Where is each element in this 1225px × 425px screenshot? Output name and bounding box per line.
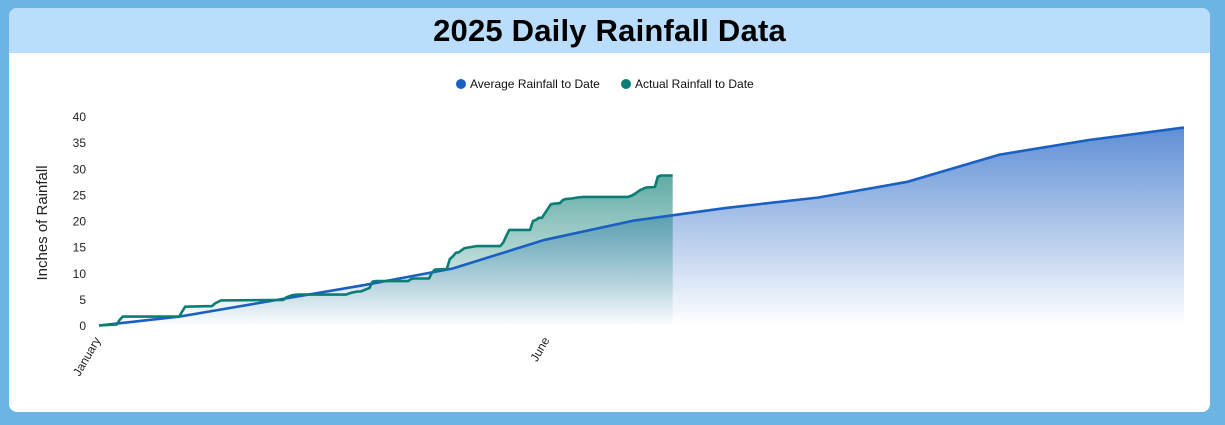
actual-rainfall-area [99, 175, 673, 326]
legend-item-actual[interactable]: Actual Rainfall to Date [621, 77, 754, 91]
y-tick-label: 5 [79, 293, 86, 307]
chart-title: 2025 Daily Rainfall Data [433, 12, 786, 48]
actual-rainfall-line[interactable] [98, 174, 673, 327]
y-tick-label: 10 [73, 267, 87, 281]
y-tick-label: 40 [73, 110, 87, 124]
y-tick-label: 20 [73, 215, 87, 229]
legend-marker-actual [621, 79, 631, 89]
y-tick-label: 0 [79, 319, 86, 333]
y-tick-label: 35 [73, 136, 87, 150]
x-tick-label: June [527, 334, 552, 364]
y-axis-ticks: 0 5 10 15 20 25 30 35 40 [73, 110, 87, 333]
y-tick-label: 15 [73, 241, 87, 255]
y-tick-label: 25 [73, 188, 87, 202]
rainfall-chart: Average Rainfall to Date Actual Rainfall… [34, 77, 1185, 378]
legend-label-actual: Actual Rainfall to Date [635, 77, 754, 91]
x-axis-ticks: January June [70, 334, 552, 378]
y-tick-label: 30 [73, 162, 87, 176]
legend-marker-average [456, 79, 466, 89]
x-tick-label: January [70, 335, 103, 379]
legend-label-average: Average Rainfall to Date [470, 77, 600, 91]
chart-legend[interactable]: Average Rainfall to Date Actual Rainfall… [456, 77, 754, 91]
chart-header: 2025 Daily Rainfall Data [9, 8, 1210, 53]
chart-card: 2025 Daily Rainfall Data Average Rainfal… [9, 8, 1210, 412]
legend-item-average[interactable]: Average Rainfall to Date [456, 77, 600, 91]
y-axis-title: Inches of Rainfall [34, 165, 51, 280]
